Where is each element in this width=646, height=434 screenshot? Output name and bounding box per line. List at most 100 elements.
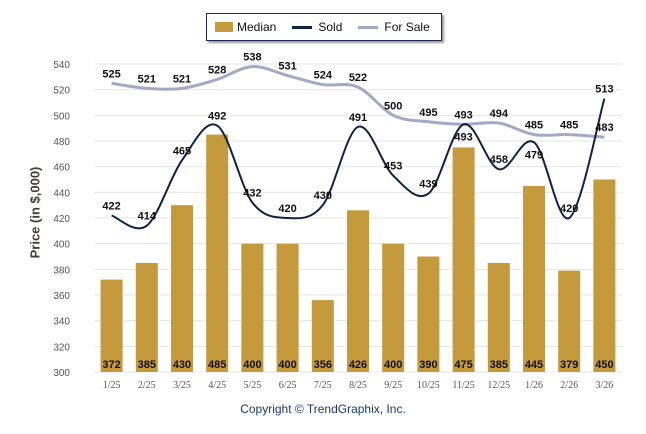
- for-sale-data-label: 521: [138, 73, 156, 85]
- sold-data-label: 465: [173, 145, 191, 157]
- for-sale-data-label: 485: [525, 120, 543, 132]
- median-bar: [276, 243, 299, 372]
- median-data-label: 485: [208, 359, 226, 371]
- legend-item-median: Median: [215, 20, 276, 34]
- y-tick-label: 380: [53, 265, 70, 276]
- median-bar: [593, 179, 616, 372]
- sold-data-label: 493: [454, 131, 472, 143]
- median-bar: [347, 210, 369, 372]
- median-bar: [311, 300, 334, 372]
- sold-line: [111, 98, 606, 230]
- median-data-label: 430: [173, 359, 191, 371]
- legend: Median Sold For Sale: [206, 13, 442, 41]
- y-tick-label: 440: [53, 188, 70, 199]
- y-tick-label: 540: [53, 60, 70, 71]
- sold-data-label: 491: [349, 112, 367, 124]
- median-bar: [100, 279, 123, 372]
- x-tick-label: 3/26: [596, 380, 614, 391]
- sold-data-label: 439: [419, 179, 437, 191]
- sold-data-label: 420: [278, 203, 296, 215]
- x-tick-label: 3/25: [173, 380, 191, 391]
- sold-data-label: 492: [208, 111, 226, 123]
- for-sale-data-label: 524: [314, 70, 333, 82]
- for-sale-swatch: [358, 25, 379, 29]
- median-bar: [523, 185, 545, 372]
- x-tick-label: 4/25: [208, 380, 226, 391]
- x-tick-label: 6/25: [279, 380, 297, 391]
- sold-swatch: [292, 25, 313, 29]
- median-bar: [558, 270, 581, 372]
- for-sale-data-label: 493: [454, 109, 472, 121]
- y-tick-label: 360: [53, 291, 70, 302]
- y-tick-label: 480: [53, 137, 70, 148]
- y-axis-label: Price (in $,000): [27, 166, 43, 259]
- sold-data-label: 432: [243, 188, 261, 200]
- for-sale-data-label: 495: [419, 107, 437, 119]
- x-tick-label: 1/26: [525, 380, 543, 391]
- median-data-label: 445: [525, 359, 543, 371]
- copyright: Copyright © TrendGraphix, Inc.: [240, 402, 406, 416]
- legend-label-median: Median: [237, 20, 277, 34]
- x-tick-label: 7/25: [314, 380, 332, 391]
- for-sale-data-label: 528: [208, 64, 226, 76]
- median-data-label: 450: [595, 359, 613, 371]
- sold-data-label: 513: [595, 84, 613, 96]
- y-tick-label: 340: [53, 317, 70, 328]
- y-tick-label: 400: [53, 240, 70, 251]
- median-data-label: 390: [419, 359, 437, 371]
- for-sale-data-label: 531: [278, 61, 296, 73]
- for-sale-data-label: 522: [349, 72, 367, 84]
- median-bar: [171, 205, 193, 372]
- x-tick-label: 1/25: [103, 380, 121, 391]
- median-data-label: 475: [454, 359, 472, 371]
- median-data-label: 426: [349, 359, 367, 371]
- for-sale-data-label: 494: [490, 108, 509, 120]
- x-tick-label: 2/25: [138, 380, 156, 391]
- median-bar: [135, 262, 158, 372]
- sold-data-label: 420: [560, 203, 578, 215]
- median-data-label: 372: [102, 359, 120, 371]
- x-tick-label: 2/26: [560, 380, 578, 391]
- y-tick-label: 320: [53, 342, 70, 353]
- sold-data-label: 479: [525, 149, 543, 161]
- median-data-label: 400: [384, 359, 402, 371]
- for-sale-data-label: 485: [560, 120, 578, 132]
- median-bar: [241, 243, 264, 372]
- for-sale-data-label: 525: [102, 68, 120, 80]
- x-tick-label: 5/25: [244, 380, 262, 391]
- sold-data-label: 453: [384, 161, 402, 173]
- x-tick-label: 12/25: [487, 380, 510, 391]
- x-tick-label: 9/25: [384, 380, 402, 391]
- for-sale-data-label: 521: [173, 73, 191, 85]
- x-tick-label: 10/25: [417, 380, 440, 391]
- median-bar: [417, 256, 440, 372]
- x-tick-label: 8/25: [349, 380, 367, 391]
- median-bar: [452, 147, 475, 372]
- median-data-label: 379: [560, 359, 578, 371]
- sold-data-label: 422: [102, 200, 120, 212]
- sold-data-label: 414: [138, 211, 157, 223]
- median-data-label: 356: [314, 359, 332, 371]
- legend-item-sold: Sold: [292, 20, 342, 34]
- median-bar: [487, 262, 510, 372]
- legend-label-for-sale: For Sale: [384, 20, 430, 34]
- legend-item-for-sale: For Sale: [358, 20, 430, 34]
- for-sale-data-label: 500: [384, 100, 402, 112]
- median-data-label: 400: [278, 359, 296, 371]
- sold-data-label: 458: [490, 154, 508, 166]
- median-swatch: [215, 22, 233, 32]
- legend-label-sold: Sold: [318, 20, 343, 34]
- y-tick-label: 420: [53, 214, 70, 225]
- median-data-label: 385: [138, 359, 156, 371]
- sold-data-label: 430: [314, 190, 332, 202]
- for-sale-line: [111, 65, 605, 139]
- x-tick-label: 11/25: [452, 380, 474, 391]
- median-bar: [206, 134, 229, 372]
- median-data-label: 385: [490, 359, 508, 371]
- y-tick-label: 520: [53, 86, 70, 97]
- median-data-label: 400: [243, 359, 261, 371]
- y-tick-label: 300: [53, 368, 70, 379]
- y-tick-label: 500: [53, 111, 70, 122]
